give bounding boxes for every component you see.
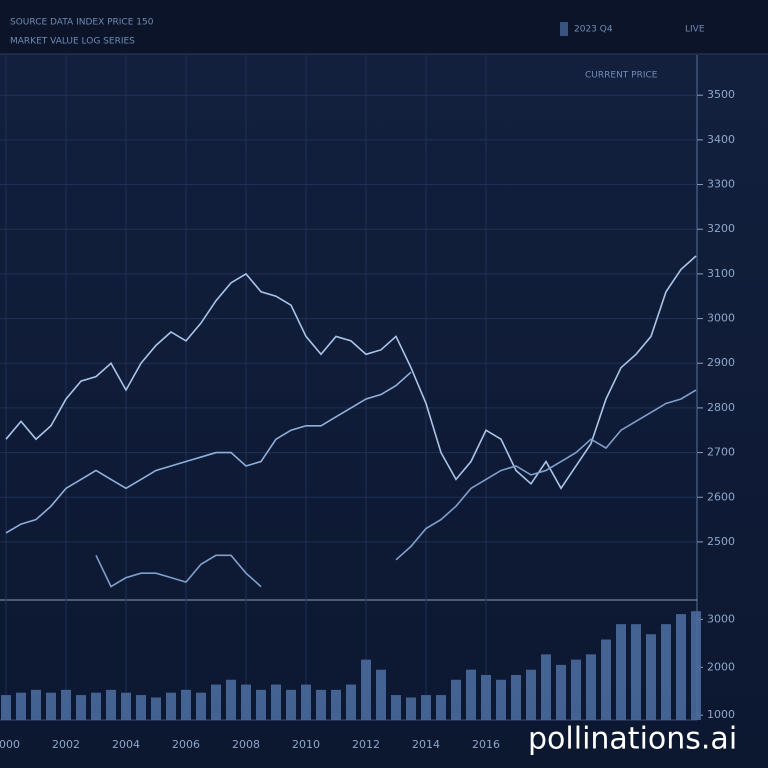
volume-bar [436, 695, 446, 720]
y-tick-label: 3100 [707, 267, 735, 280]
volume-bar [601, 639, 611, 720]
x-tick-label: 2014 [412, 738, 440, 751]
volume-bar [331, 689, 341, 720]
header-bar [0, 0, 768, 54]
line-series [5, 371, 412, 534]
legend-swatch [560, 22, 568, 36]
volume-bar [421, 695, 431, 720]
volume-bar [661, 624, 671, 720]
x-tick-label: 2002 [52, 738, 80, 751]
volume-bar [586, 654, 596, 720]
line-series [5, 255, 697, 490]
y-tick-label: 2800 [707, 401, 735, 414]
y-tick-label: 3200 [707, 222, 735, 235]
volume-bar [211, 684, 221, 720]
volume-bar [271, 684, 281, 720]
volume-bar [46, 692, 56, 720]
volume-bar [481, 674, 491, 720]
volume-bar [556, 664, 566, 720]
volume-bar [31, 689, 41, 720]
volume-bar [196, 692, 206, 720]
x-tick-label: 2006 [172, 738, 200, 751]
volume-bar [226, 679, 236, 720]
y-tick-label: 3300 [707, 178, 735, 191]
volume-bar [406, 697, 416, 720]
header-title: SOURCE DATA INDEX PRICE 150 [10, 18, 154, 28]
volume-bar [121, 692, 131, 720]
price-label: CURRENT PRICE [585, 71, 658, 81]
x-tick-label: 2010 [292, 738, 320, 751]
volume-bar [631, 624, 641, 720]
volume-bar [676, 614, 686, 720]
y-tick-label: 2000 [707, 660, 735, 673]
volume-bar [16, 692, 26, 720]
y-tick-label: 3000 [707, 612, 735, 625]
volume-bar [346, 684, 356, 720]
volume-bar [316, 689, 326, 720]
volume-bar [571, 659, 581, 720]
plot: 2500 2600 2700 2800 2900 3000 3100 3200 3300 3400… [0, 55, 735, 751]
legend-label: 2023 Q4 [574, 25, 613, 35]
volume-bar [646, 634, 656, 720]
y-tick-label: 2700 [707, 446, 735, 459]
volume-bar [286, 689, 296, 720]
y-tick-label: 2500 [707, 535, 735, 548]
volume-bar [136, 695, 146, 720]
volume-bar [691, 611, 701, 720]
header-subtitle: MARKET VALUE LOG SERIES [10, 37, 135, 47]
line-series [395, 389, 697, 561]
x-tick-label: 2000 [0, 738, 20, 751]
line-series [95, 554, 262, 588]
volume-bar [166, 692, 176, 720]
x-tick-label: 2016 [472, 738, 500, 751]
y-tick-label: 1000 [707, 708, 735, 721]
y-tick-label: 2600 [707, 490, 735, 503]
volume-bar [91, 692, 101, 720]
volume-bar [466, 669, 476, 720]
status: LIVE [685, 25, 705, 35]
volume-bar [76, 695, 86, 720]
volume-bar [616, 624, 626, 720]
volume-bar [301, 684, 311, 720]
volume-bar [376, 669, 386, 720]
volume-bar [526, 669, 536, 720]
volume-bar [241, 684, 251, 720]
volume-bar [256, 689, 266, 720]
x-tick-label: 2008 [232, 738, 260, 751]
y-tick-label: 3400 [707, 133, 735, 146]
watermark: pollinations.ai [528, 722, 737, 757]
x-tick-label: 2004 [112, 738, 140, 751]
y-tick-label: 3500 [707, 88, 735, 101]
volume-bar [496, 679, 506, 720]
volume-bar [1, 695, 11, 720]
volume-bar [511, 674, 521, 720]
volume-bar [61, 689, 71, 720]
volume-bar [106, 689, 116, 720]
volume-bar [541, 654, 551, 720]
volume-bar [181, 689, 191, 720]
volume-bar [391, 695, 401, 720]
x-tick-label: 2012 [352, 738, 380, 751]
volume-bar [451, 679, 461, 720]
volume-bar [361, 659, 371, 720]
volume-bar [151, 697, 161, 720]
y-tick-label: 3000 [707, 312, 735, 325]
y-tick-label: 2900 [707, 356, 735, 369]
